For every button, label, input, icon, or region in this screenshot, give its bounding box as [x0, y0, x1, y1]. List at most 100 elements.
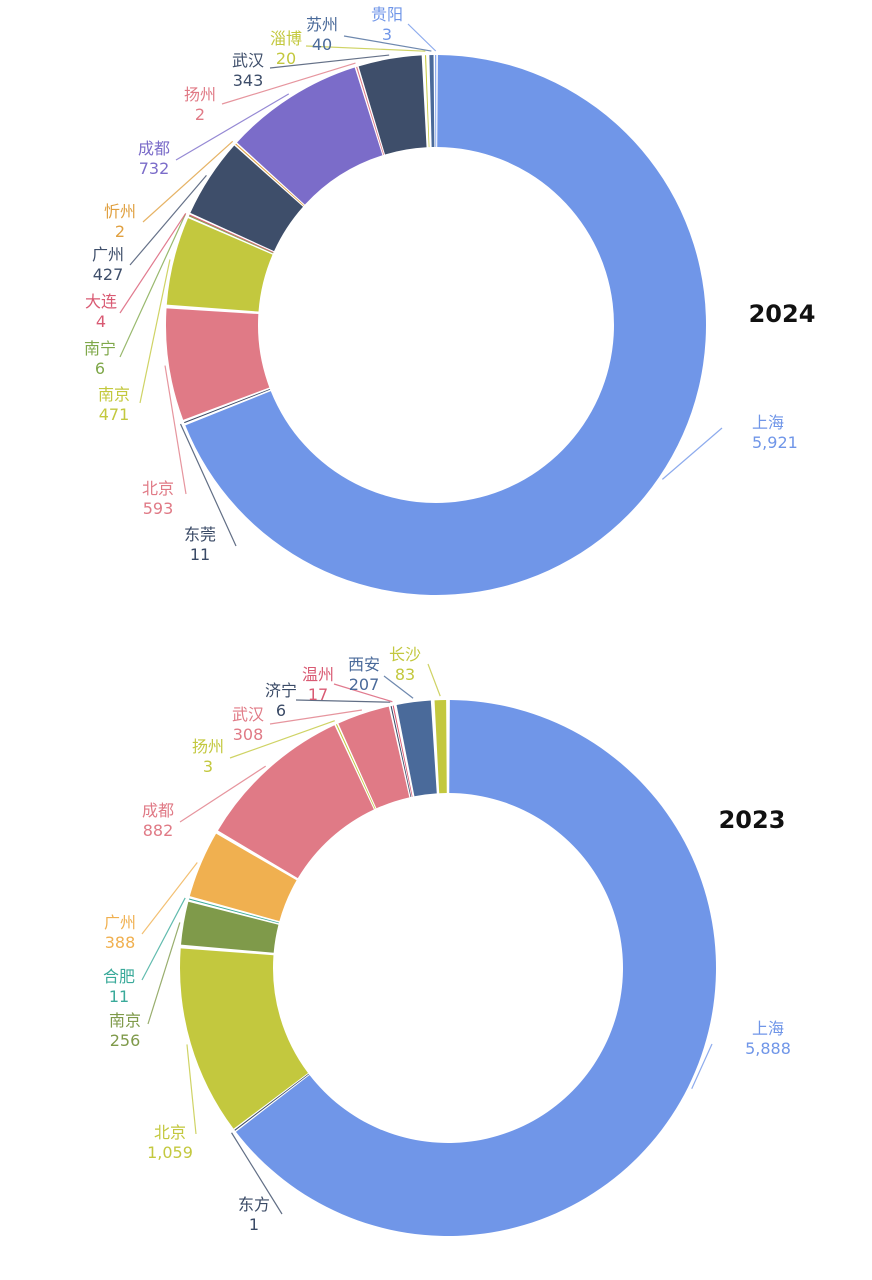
leader-line-温州: [333, 683, 393, 703]
slice-上海[interactable]: [235, 700, 717, 1236]
slice-武汉[interactable]: [338, 706, 410, 809]
slice-忻州[interactable]: [235, 143, 305, 206]
slice-label-东方: 东方: [238, 1195, 270, 1214]
slice-value-西安: 207: [349, 675, 380, 694]
slice-label-广州: 广州: [104, 913, 136, 932]
slice-value-北京: 1,059: [147, 1143, 193, 1162]
leader-line-大连: [119, 213, 187, 314]
slice-label-上海: 上海: [752, 413, 784, 432]
slice-武汉[interactable]: [358, 55, 427, 155]
slice-label-武汉: 武汉: [232, 705, 264, 724]
slice-value-广州: 427: [93, 265, 124, 284]
slice-value-大连: 4: [96, 312, 106, 331]
slice-value-苏州: 40: [312, 35, 332, 54]
slice-value-忻州: 2: [115, 222, 125, 241]
slice-北京[interactable]: [166, 308, 270, 420]
slice-大连[interactable]: [189, 214, 274, 253]
slice-label-南京: 南京: [98, 385, 130, 404]
slice-成都[interactable]: [237, 67, 383, 205]
slice-南京[interactable]: [181, 901, 279, 953]
slice-label-上海: 上海: [752, 1019, 784, 1038]
slice-value-东方: 1: [249, 1215, 259, 1234]
leader-line-武汉: [269, 54, 390, 69]
slice-label-忻州: 忻州: [104, 202, 136, 221]
slice-value-贵阳: 3: [382, 25, 392, 44]
donut-chart-2024: 上海 5,921 东莞 11 北京 593 南京 471 南宁 6 大连 4 广州 427 忻州 2 成都 732…: [84, 5, 816, 595]
donut-hole: [259, 148, 613, 502]
slice-value-东莞: 11: [190, 545, 210, 564]
slice-value-广州: 388: [105, 933, 136, 952]
slice-label-北京: 北京: [154, 1123, 186, 1142]
leader-line-苏州: [343, 35, 432, 52]
slice-label-扬州: 扬州: [184, 85, 216, 104]
leader-line-西安: [383, 675, 414, 699]
slice-value-温州: 17: [308, 685, 328, 704]
leader-line-济宁: [295, 699, 391, 703]
slice-贵阳[interactable]: [435, 54, 437, 148]
slice-扬州[interactable]: [356, 66, 385, 155]
slice-合肥[interactable]: [188, 898, 279, 924]
slice-苏州[interactable]: [429, 55, 435, 148]
chart-title: 2024: [749, 300, 816, 328]
leader-line-扬州: [229, 720, 335, 759]
slice-广州[interactable]: [190, 145, 304, 252]
slice-value-长沙: 83: [395, 665, 415, 684]
slice-南宁[interactable]: [188, 215, 274, 254]
slice-label-合肥: 合肥: [103, 967, 135, 986]
slice-温州[interactable]: [392, 705, 413, 797]
slice-济宁[interactable]: [390, 705, 412, 798]
slice-label-苏州: 苏州: [306, 15, 338, 34]
slice-label-南宁: 南宁: [84, 339, 116, 358]
slice-value-南京: 471: [99, 405, 130, 424]
slice-北京[interactable]: [180, 948, 308, 1129]
slice-label-贵阳: 贵阳: [371, 5, 403, 24]
slice-value-上海: 5,888: [745, 1039, 791, 1058]
slice-东方[interactable]: [234, 1073, 309, 1131]
donut-chart-2023: 上海 5,888 东方 1 北京 1,059 南京 256 合肥 11 广州 388 成都 882 扬州 3 武…: [0, 640, 872, 1280]
chart-title: 2023: [719, 806, 786, 834]
leader-line-合肥: [141, 897, 186, 981]
slice-label-东莞: 东莞: [184, 525, 216, 544]
leader-line-上海: [691, 1043, 713, 1089]
slice-淄博[interactable]: [424, 55, 430, 148]
slice-value-淄博: 20: [276, 49, 296, 68]
slice-东莞[interactable]: [184, 389, 271, 424]
leader-line-北京: [186, 1044, 197, 1135]
leader-line-南宁: [119, 214, 186, 358]
slice-广州[interactable]: [189, 833, 297, 922]
slice-label-扬州: 扬州: [192, 737, 224, 756]
leader-line-上海: [661, 427, 723, 480]
slice-value-南京: 256: [110, 1031, 141, 1050]
slice-value-合肥: 11: [109, 987, 129, 1006]
slice-长沙[interactable]: [434, 700, 447, 794]
leader-line-扬州: [221, 62, 356, 105]
slice-value-扬州: 2: [195, 105, 205, 124]
slice-label-北京: 北京: [142, 479, 174, 498]
leader-line-武汉: [269, 709, 362, 725]
slice-value-北京: 593: [143, 499, 174, 518]
slice-上海[interactable]: [185, 55, 706, 595]
slice-value-武汉: 343: [233, 71, 264, 90]
slice-label-武汉: 武汉: [232, 51, 264, 70]
slice-label-大连: 大连: [85, 292, 117, 311]
slice-label-长沙: 长沙: [389, 645, 421, 664]
leader-line-东方: [231, 1132, 283, 1215]
leader-line-长沙: [427, 663, 441, 697]
slice-扬州[interactable]: [335, 724, 376, 810]
slice-value-南宁: 6: [95, 359, 105, 378]
slice-label-温州: 温州: [302, 665, 334, 684]
leader-line-广州: [129, 175, 207, 266]
leader-line-南京: [147, 922, 181, 1025]
leader-line-东莞: [179, 423, 237, 547]
slice-成都[interactable]: [217, 725, 374, 879]
leader-line-北京: [164, 365, 187, 495]
leader-line-成都: [175, 93, 290, 161]
donut-hole: [274, 794, 622, 1142]
slice-西安[interactable]: [396, 700, 437, 797]
slice-label-西安: 西安: [348, 655, 380, 674]
slice-value-武汉: 308: [233, 725, 264, 744]
slice-label-成都: 成都: [142, 801, 174, 820]
leader-line-淄博: [305, 45, 426, 52]
leader-line-忻州: [142, 140, 234, 223]
slice-南京[interactable]: [166, 218, 273, 312]
